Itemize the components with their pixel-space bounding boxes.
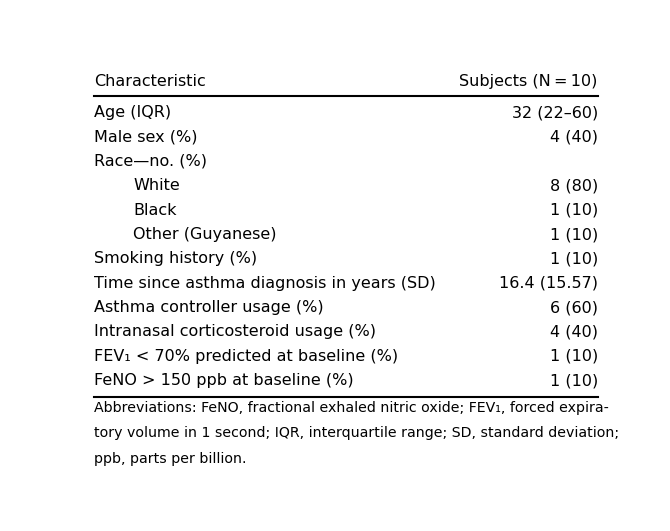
Text: Age (IQR): Age (IQR) (94, 105, 172, 120)
Text: Asthma controller usage (%): Asthma controller usage (%) (94, 300, 324, 315)
Text: 1 (10): 1 (10) (549, 349, 598, 364)
Text: White: White (133, 178, 180, 193)
Text: Intranasal corticosteroid usage (%): Intranasal corticosteroid usage (%) (94, 324, 376, 339)
Text: Characteristic: Characteristic (94, 74, 206, 89)
Text: 4 (40): 4 (40) (550, 130, 598, 144)
Text: 1 (10): 1 (10) (549, 203, 598, 218)
Text: 4 (40): 4 (40) (550, 324, 598, 339)
Text: 32 (22–60): 32 (22–60) (512, 105, 598, 120)
Text: Other (Guyanese): Other (Guyanese) (133, 227, 277, 242)
Text: Smoking history (%): Smoking history (%) (94, 251, 257, 267)
Text: FEV₁ < 70% predicted at baseline (%): FEV₁ < 70% predicted at baseline (%) (94, 349, 398, 364)
Text: Race—no. (%): Race—no. (%) (94, 154, 207, 169)
Text: Subjects (N = 10): Subjects (N = 10) (460, 74, 598, 89)
Text: 1 (10): 1 (10) (549, 227, 598, 242)
Text: ppb, parts per billion.: ppb, parts per billion. (94, 452, 247, 466)
Text: Male sex (%): Male sex (%) (94, 130, 198, 144)
Text: 16.4 (15.57): 16.4 (15.57) (498, 276, 598, 291)
Text: 1 (10): 1 (10) (549, 251, 598, 267)
Text: Abbreviations: FeNO, fractional exhaled nitric oxide; FEV₁, forced expira-: Abbreviations: FeNO, fractional exhaled … (94, 401, 609, 415)
Text: Time since asthma diagnosis in years (SD): Time since asthma diagnosis in years (SD… (94, 276, 436, 291)
Text: 6 (60): 6 (60) (550, 300, 598, 315)
Text: FeNO > 150 ppb at baseline (%): FeNO > 150 ppb at baseline (%) (94, 373, 354, 388)
Text: tory volume in 1 second; IQR, interquartile range; SD, standard deviation;: tory volume in 1 second; IQR, interquart… (94, 426, 619, 440)
Text: Black: Black (133, 203, 177, 218)
Text: 1 (10): 1 (10) (549, 373, 598, 388)
Text: 8 (80): 8 (80) (549, 178, 598, 193)
